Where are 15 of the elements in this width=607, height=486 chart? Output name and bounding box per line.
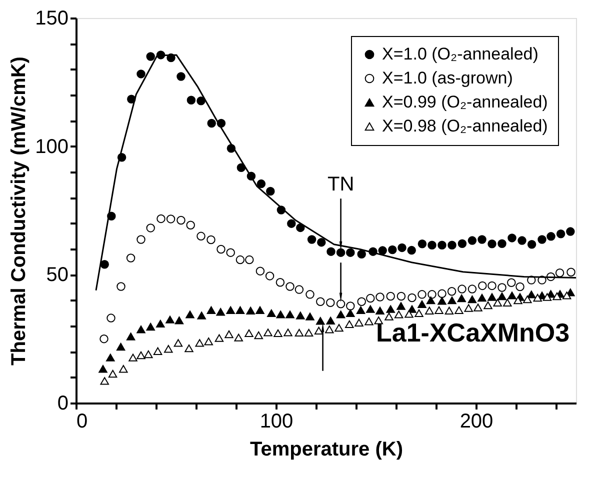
annotation: La1-XCaXMnO3 <box>376 318 570 348</box>
y-tick-label: 150 <box>35 8 68 30</box>
x-axis-title: Temperature (K) <box>250 438 403 460</box>
x-tick-label: 0 <box>76 410 88 432</box>
y-tick-label: 50 <box>46 264 68 286</box>
x-tick-label: 200 <box>460 410 494 432</box>
legend-label: X=0.98 (O₂-annealed) <box>382 116 548 136</box>
annotation: TN <box>327 174 354 196</box>
y-tick-label: 0 <box>57 392 68 414</box>
legend-label: X=0.99 (O₂-annealed) <box>382 92 548 112</box>
legend-label: X=1.0 (as-grown) <box>382 68 513 88</box>
y-tick-label: 100 <box>35 136 68 158</box>
y-axis-title: Thermal Conductivity (mW/cmK) <box>8 56 30 366</box>
legend-label: X=1.0 (O₂-annealed) <box>382 44 538 64</box>
x-tick-label: 100 <box>260 410 294 432</box>
